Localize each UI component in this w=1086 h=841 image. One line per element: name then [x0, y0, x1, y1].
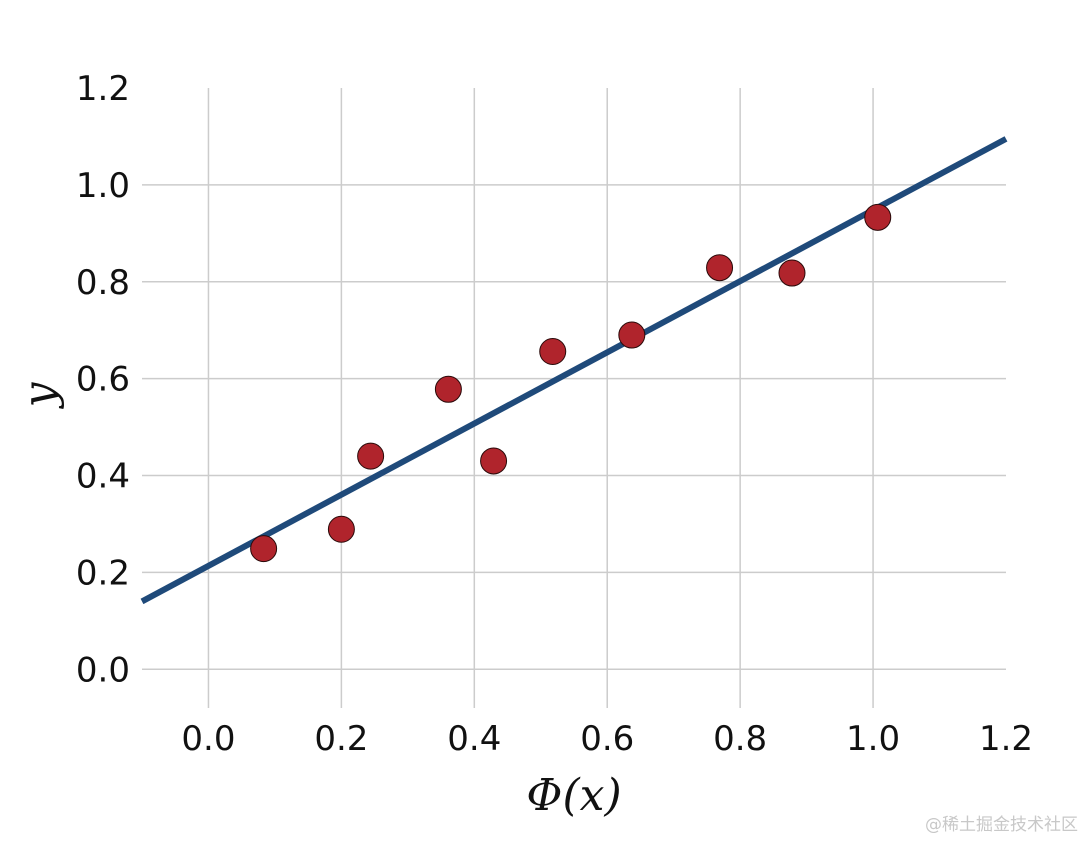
data-point — [864, 203, 892, 231]
data-point — [778, 259, 806, 287]
x-tick-labels: 0.0 0.2 0.4 0.6 0.8 1.0 1.2 — [181, 719, 1033, 759]
x-tick-label: 1.2 — [979, 719, 1033, 759]
y-tick-label: 0.0 — [76, 650, 130, 690]
x-tick-label: 0.0 — [181, 719, 235, 759]
y-tick-label: 0.2 — [76, 553, 130, 593]
x-axis-label: Φ(x) — [526, 770, 621, 821]
data-point — [618, 321, 646, 349]
x-tick-label: 0.8 — [713, 719, 767, 759]
x-tick-label: 0.2 — [314, 719, 368, 759]
fit-line-layer — [140, 136, 1008, 605]
data-points-layer — [250, 203, 892, 563]
data-point — [706, 254, 734, 282]
watermark: @稀土掘金技术社区 — [925, 815, 1078, 835]
y-tick-label: 0.4 — [76, 457, 130, 497]
y-axis-label: y — [14, 381, 65, 409]
data-point — [480, 447, 508, 475]
x-tick-label: 0.4 — [447, 719, 501, 759]
y-tick-label: 0.6 — [76, 360, 130, 400]
data-point — [250, 535, 278, 563]
y-tick-label: 0.8 — [76, 263, 130, 303]
fit-line — [140, 136, 1008, 605]
y-tick-labels: 0.0 0.2 0.4 0.6 0.8 1.0 1.2 — [76, 69, 130, 690]
y-tick-label: 1.2 — [76, 69, 130, 109]
y-tick-label: 1.0 — [76, 166, 130, 206]
data-point — [357, 442, 385, 470]
x-tick-label: 0.6 — [580, 719, 634, 759]
y-grid-lines — [142, 184, 1006, 670]
data-point — [327, 515, 355, 543]
data-point — [434, 375, 462, 403]
x-tick-label: 1.0 — [846, 719, 900, 759]
data-point — [539, 338, 567, 365]
x-grid-lines — [207, 88, 874, 708]
